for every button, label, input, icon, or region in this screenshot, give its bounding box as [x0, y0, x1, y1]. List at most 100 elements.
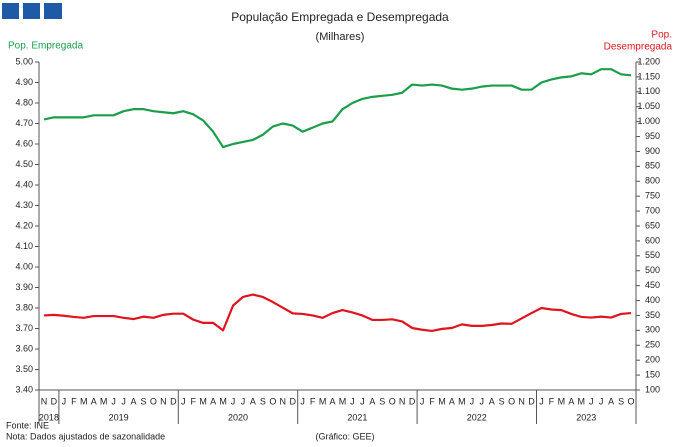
data-line: [43, 293, 632, 333]
x-tick-label: M: [558, 396, 566, 406]
y2-tick-label: 150: [645, 369, 660, 379]
x-tick-label: D: [51, 396, 58, 406]
y2-tick-label: 1.050: [637, 101, 660, 111]
x-tick-label: M: [80, 396, 88, 406]
x-tick-label: D: [289, 396, 296, 406]
x-tick-label: A: [568, 396, 574, 406]
y2-axis-label: Pop.: [651, 30, 672, 41]
x-tick-label: F: [429, 396, 435, 406]
x-tick-label: O: [628, 396, 635, 406]
x-tick-label: J: [300, 396, 305, 406]
x-tick-label: S: [379, 396, 385, 406]
x-tick-label: F: [549, 396, 555, 406]
x-tick-label: J: [231, 396, 236, 406]
y2-tick-label: 700: [645, 205, 660, 215]
x-tick-label: D: [409, 396, 416, 406]
x-tick-label: J: [350, 396, 355, 406]
x-tick-label: J: [111, 396, 116, 406]
x-tick-label: S: [140, 396, 146, 406]
y2-axis-label: Desempregada: [604, 42, 673, 53]
y2-tick-label: 1.000: [637, 116, 660, 126]
x-tick-label: A: [131, 396, 137, 406]
x-tick-label: J: [589, 396, 594, 406]
y-tick-label: 3.80: [15, 302, 33, 312]
y-tick-label: 4.70: [15, 118, 33, 128]
y-tick-label: 4.40: [15, 179, 33, 189]
y2-tick-label: 1.150: [637, 71, 660, 81]
x-tick-label: J: [241, 396, 246, 406]
y-tick-label: 4.80: [15, 97, 33, 107]
x-tick-label: N: [399, 396, 406, 406]
year-label: 2023: [576, 412, 596, 422]
y2-tick-label: 100: [645, 384, 660, 394]
x-tick-label: O: [389, 396, 396, 406]
y-tick-label: 3.60: [15, 343, 33, 353]
year-label: 2020: [228, 412, 248, 422]
y2-tick-label: 400: [645, 295, 660, 305]
y-tick-label: 4.60: [15, 138, 33, 148]
x-tick-label: M: [100, 396, 108, 406]
x-tick-label: A: [369, 396, 375, 406]
x-tick-label: A: [489, 396, 495, 406]
y2-tick-label: 800: [645, 176, 660, 186]
chart-subtitle: (Milhares): [316, 31, 365, 43]
y-tick-label: 4.00: [15, 261, 33, 271]
x-tick-label: M: [199, 396, 207, 406]
x-tick-label: M: [438, 396, 446, 406]
y2-tick-label: 450: [645, 280, 660, 290]
x-tick-label: M: [339, 396, 347, 406]
y-tick-label: 4.50: [15, 159, 33, 169]
y2-tick-label: 200: [645, 355, 660, 365]
x-tick-label: S: [260, 396, 266, 406]
note: Nota: Dados ajustados de sazonalidade: [6, 431, 165, 441]
data-line: [43, 68, 632, 149]
x-tick-label: M: [458, 396, 466, 406]
x-tick-label: J: [62, 396, 67, 406]
x-tick-label: F: [71, 396, 77, 406]
year-label: 2019: [109, 412, 129, 422]
chart-title: População Empregada e Desempregada: [231, 10, 449, 24]
x-tick-label: N: [160, 396, 167, 406]
x-tick-label: O: [269, 396, 276, 406]
x-tick-label: F: [190, 396, 196, 406]
x-tick-label: O: [150, 396, 157, 406]
y2-tick-label: 350: [645, 310, 660, 320]
x-tick-label: J: [599, 396, 604, 406]
x-tick-label: J: [181, 396, 186, 406]
x-tick-label: J: [360, 396, 365, 406]
x-tick-label: J: [480, 396, 485, 406]
source: Fonte: INE: [6, 420, 49, 430]
x-tick-label: N: [280, 396, 287, 406]
x-tick-label: D: [528, 396, 535, 406]
x-tick-label: N: [41, 396, 48, 406]
y2-tick-label: 950: [645, 131, 660, 141]
x-tick-label: J: [470, 396, 475, 406]
x-tick-label: A: [210, 396, 216, 406]
x-tick-label: A: [449, 396, 455, 406]
y2-tick-label: 1.200: [637, 56, 660, 66]
x-tick-label: A: [608, 396, 614, 406]
year-label: 2022: [467, 412, 487, 422]
y-tick-label: 3.70: [15, 323, 33, 333]
x-tick-label: M: [578, 396, 586, 406]
x-tick-label: O: [508, 396, 515, 406]
y-tick-label: 4.30: [15, 200, 33, 210]
y2-tick-label: 500: [645, 265, 660, 275]
y2-tick-label: 650: [645, 220, 660, 230]
x-tick-label: S: [618, 396, 624, 406]
year-label: 2021: [347, 412, 367, 422]
y-tick-label: 3.50: [15, 364, 33, 374]
y-tick-label: 4.10: [15, 241, 33, 251]
y-tick-label: 3.90: [15, 282, 33, 292]
y-axis-label: Pop. Empregada: [8, 41, 83, 52]
y-tick-label: 4.20: [15, 220, 33, 230]
y2-tick-label: 250: [645, 340, 660, 350]
x-tick-label: D: [170, 396, 177, 406]
x-tick-label: A: [91, 396, 97, 406]
x-tick-label: J: [420, 396, 425, 406]
y2-tick-label: 550: [645, 250, 660, 260]
credit: (Gráfico: GEE): [315, 431, 374, 441]
y2-tick-label: 300: [645, 325, 660, 335]
x-tick-label: A: [250, 396, 256, 406]
y-tick-label: 3.40: [15, 384, 33, 394]
